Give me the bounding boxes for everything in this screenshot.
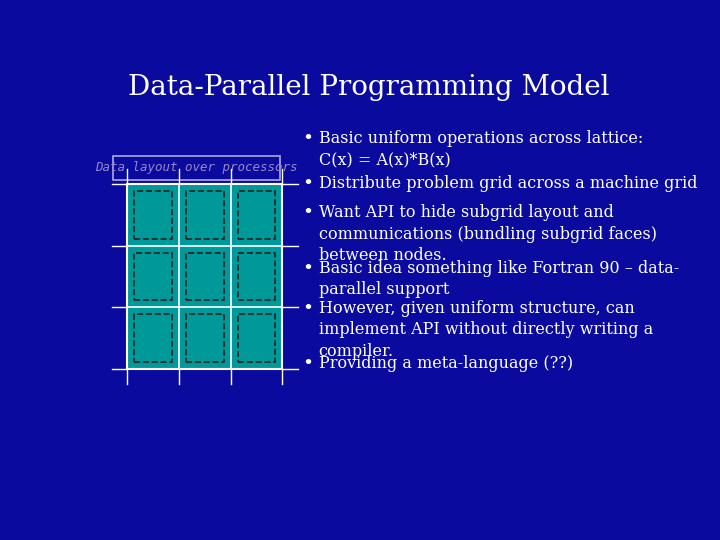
- Bar: [113, 156, 280, 180]
- Text: •: •: [302, 204, 313, 222]
- Text: •: •: [302, 175, 313, 193]
- Text: •: •: [302, 300, 313, 318]
- Text: Data-Parallel Programming Model: Data-Parallel Programming Model: [128, 75, 610, 102]
- Bar: [134, 253, 172, 300]
- Bar: [134, 314, 172, 362]
- Text: Providing a meta-language (??): Providing a meta-language (??): [319, 355, 572, 372]
- Text: Data layout over processors: Data layout over processors: [95, 161, 298, 174]
- Bar: [186, 253, 223, 300]
- Text: Basic uniform operations across lattice:
C(x) = A(x)*B(x): Basic uniform operations across lattice:…: [319, 130, 643, 169]
- Text: •: •: [302, 130, 313, 148]
- Text: However, given uniform structure, can
implement API without directly writing a
c: However, given uniform structure, can im…: [319, 300, 653, 360]
- Text: Want API to hide subgrid layout and
communications (bundling subgrid faces)
betw: Want API to hide subgrid layout and comm…: [319, 204, 657, 264]
- Bar: [186, 191, 223, 239]
- Text: Basic idea something like Fortran 90 – data-
parallel support: Basic idea something like Fortran 90 – d…: [319, 260, 679, 298]
- Bar: [127, 184, 282, 369]
- Bar: [134, 191, 172, 239]
- Bar: [238, 314, 275, 362]
- Text: •: •: [302, 355, 313, 373]
- Bar: [238, 191, 275, 239]
- Bar: [238, 253, 275, 300]
- Bar: [186, 314, 223, 362]
- Text: •: •: [302, 260, 313, 278]
- Text: Distribute problem grid across a machine grid: Distribute problem grid across a machine…: [319, 175, 697, 192]
